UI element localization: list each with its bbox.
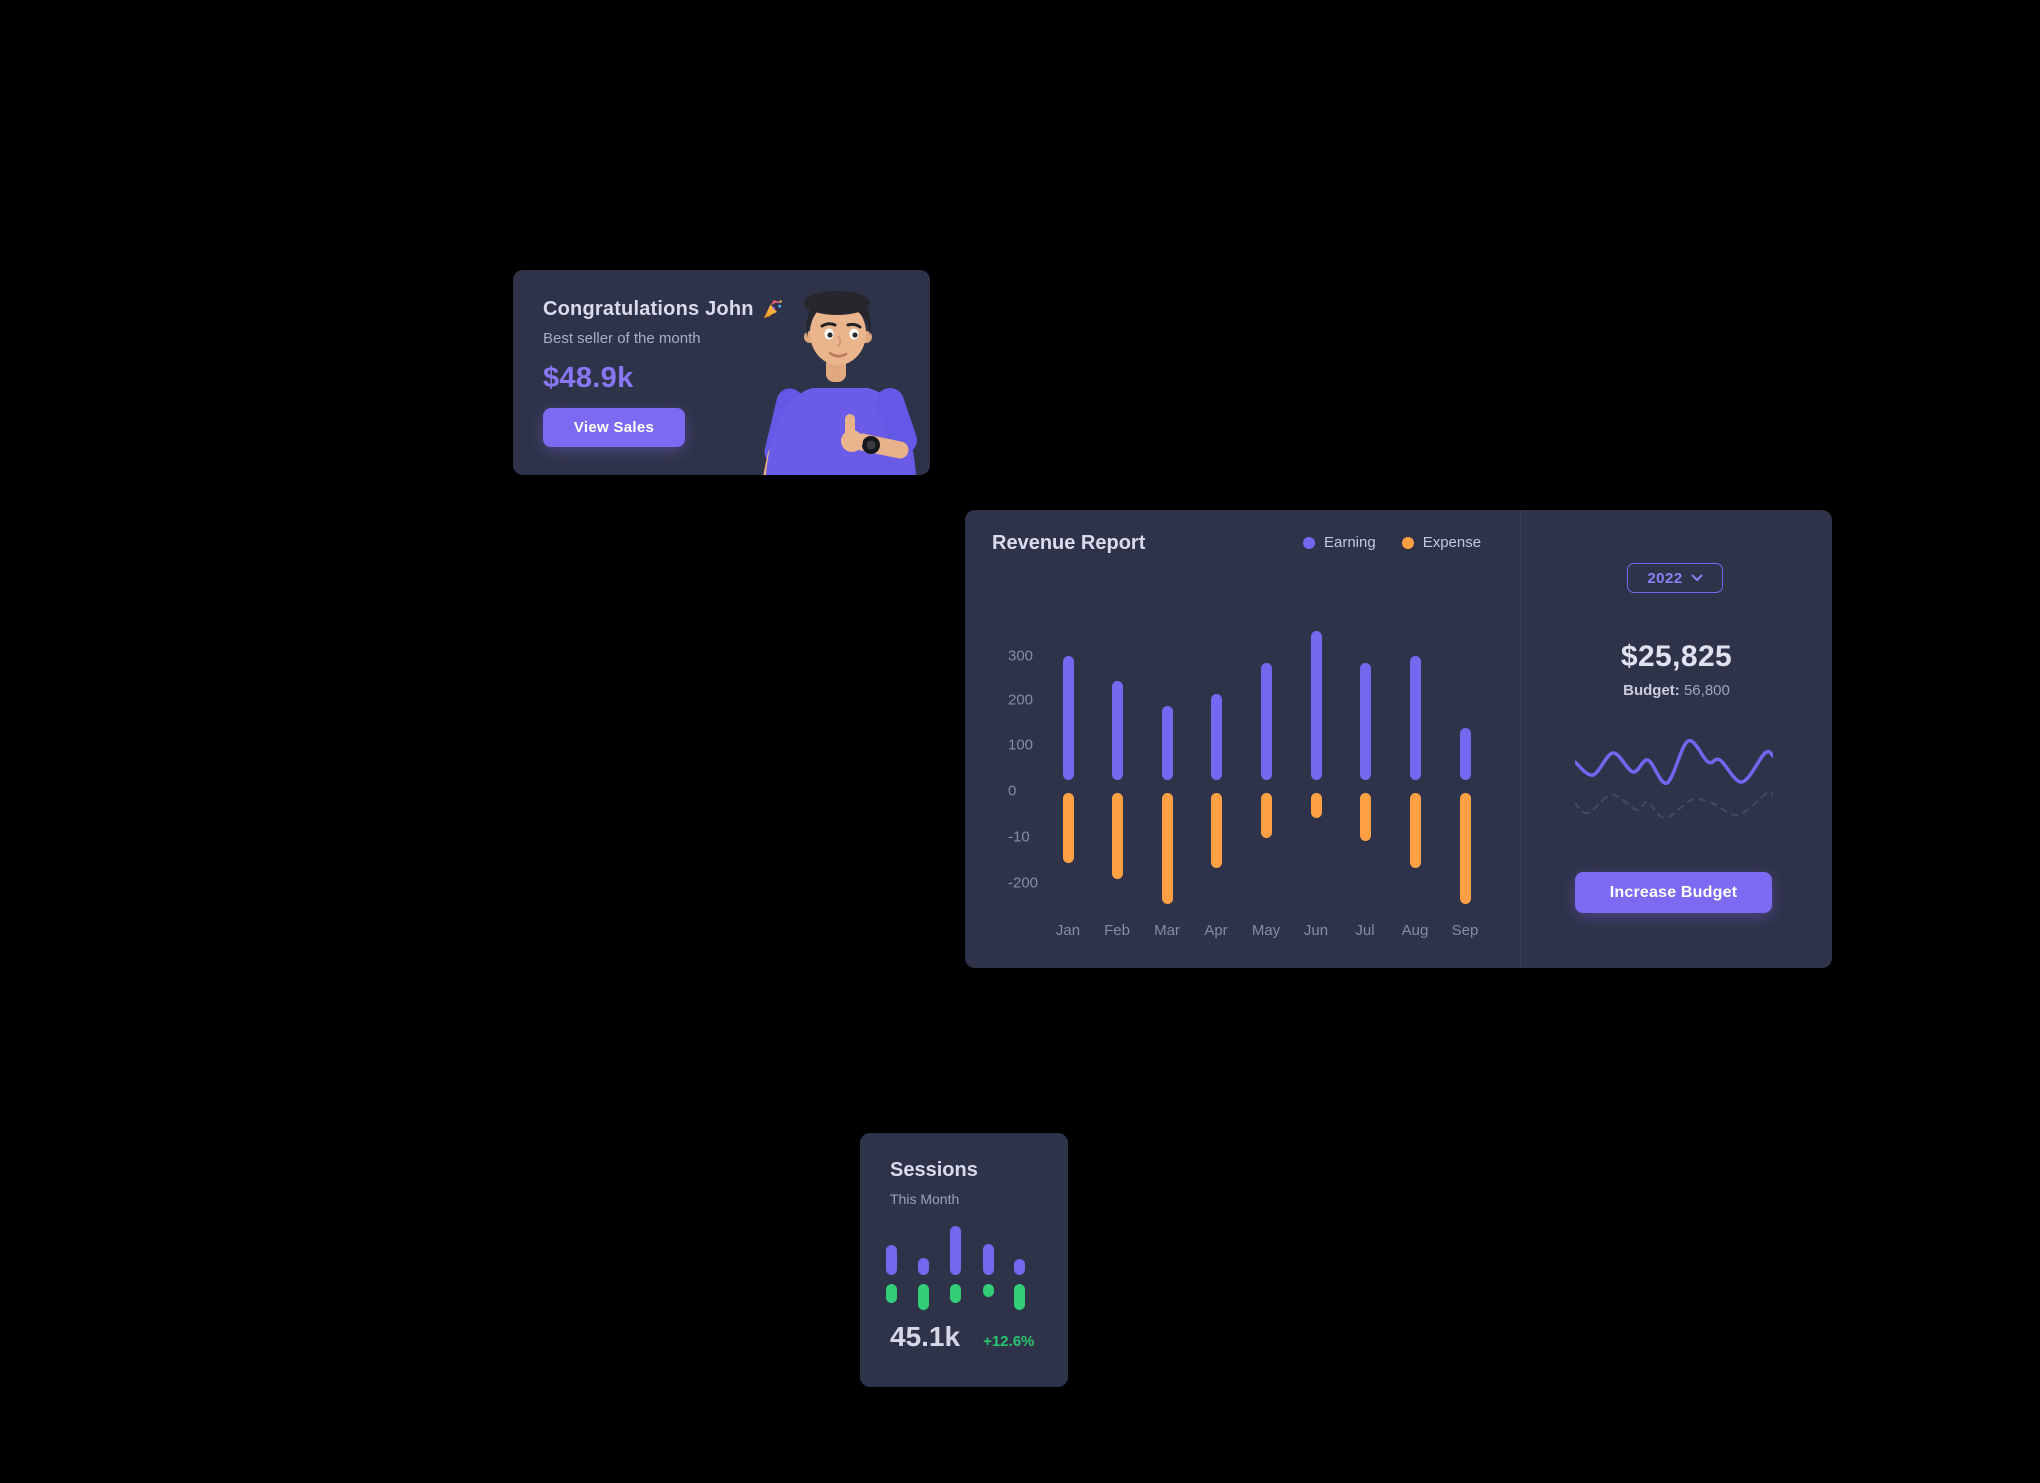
expense-bar: [1409, 793, 1421, 868]
x-axis-label: Jun: [1303, 922, 1329, 939]
avatar-illustration: [763, 291, 917, 475]
sessions-value: 45.1k: [890, 1321, 961, 1352]
y-axis-label: 100: [1008, 736, 1034, 754]
chevron-down-icon: [1691, 574, 1703, 581]
party-popper-icon: [763, 299, 782, 318]
avatar-brow: [820, 322, 837, 328]
budget-sparkline: [1575, 739, 1773, 820]
avatar-mouth: [828, 351, 848, 358]
sessions-green-bar: [885, 1284, 897, 1303]
x-axis-label: Aug: [1401, 922, 1429, 939]
sessions-stats: 45.1k +12.6%: [890, 1321, 1034, 1353]
revenue-title: Revenue Report: [992, 532, 1146, 554]
y-axis-label: 0: [1008, 782, 1017, 800]
avatar-brow: [846, 322, 862, 329]
budget-value: 56,800: [1683, 682, 1730, 699]
expense-bar: [1210, 793, 1222, 868]
sessions-mini-chart: [860, 1133, 1068, 1387]
avatar-nose: [836, 335, 842, 348]
congrats-subtitle: Best seller of the month: [543, 330, 701, 347]
sessions-green-bar: [1013, 1284, 1025, 1310]
expense-bar: [1161, 793, 1173, 904]
sessions-delta: +12.6%: [983, 1333, 1035, 1350]
chart-legend: Earning Expense: [1303, 534, 1489, 551]
sessions-purple-bar: [982, 1244, 994, 1275]
x-axis-label: Feb: [1104, 922, 1130, 939]
revenue-total: $25,825: [1620, 640, 1733, 673]
expense-bar: [1111, 793, 1123, 879]
revenue-chart-section: Revenue Report Earning Expense 300 200 100…: [965, 510, 1520, 968]
x-axis-label: Apr: [1204, 922, 1228, 939]
budget-actual-line: [1575, 739, 1773, 785]
y-axis-label: -10: [1008, 828, 1030, 846]
increase-budget-button[interactable]: Increase Budget: [1575, 872, 1772, 913]
sessions-purple-bar: [949, 1226, 961, 1275]
earning-bar: [1459, 728, 1471, 780]
congrats-text-block: Congratulations John Best seller of the …: [543, 298, 783, 447]
expense-bar: [1459, 793, 1471, 904]
expense-bar: [1062, 793, 1074, 863]
expense-bar: [1310, 793, 1322, 818]
congratulations-card: Congratulations John Best seller of the …: [513, 270, 930, 475]
legend-item-earning[interactable]: Earning: [1303, 534, 1376, 551]
y-axis-label: 200: [1008, 691, 1034, 709]
x-axis-label: Jan: [1055, 922, 1081, 939]
revenue-report-card: Revenue Report Earning Expense 300 200 100…: [965, 510, 1832, 968]
sessions-card: Sessions This Month 45.1k +12.6%: [860, 1133, 1068, 1387]
sessions-purple-bar: [885, 1245, 897, 1275]
expense-bar: [1260, 793, 1272, 839]
sessions-green-bar: [949, 1284, 961, 1303]
sessions-title: Sessions: [890, 1159, 978, 1181]
card-divider: [1520, 510, 1521, 968]
sessions-green-bar: [917, 1284, 929, 1310]
legend-item-expense[interactable]: Expense: [1401, 534, 1481, 551]
sessions-purple-bar: [1013, 1259, 1025, 1275]
earning-bar: [1210, 694, 1222, 780]
budget-line: Budget: 56,800: [1521, 682, 1832, 699]
sessions-subtitle: This Month: [890, 1191, 960, 1207]
avatar-face: [810, 301, 866, 365]
budget-section: 2022 $25,825 Budget: 56,800 Increase Bud…: [1521, 510, 1832, 968]
y-axis-label: -200: [1008, 874, 1039, 892]
view-sales-button[interactable]: View Sales: [543, 408, 685, 447]
x-axis-label: May: [1251, 922, 1281, 939]
x-axis-label: Mar: [1154, 922, 1180, 939]
expense-bar: [1359, 793, 1371, 841]
earning-bar: [1409, 656, 1421, 780]
x-axis-label: Sep: [1451, 922, 1479, 939]
y-axis-label: 300: [1008, 647, 1034, 665]
year-selector[interactable]: 2022: [1627, 563, 1723, 593]
avatar-right-sleeve: [876, 388, 917, 454]
congrats-title-text: Congratulations John: [543, 298, 754, 320]
budget-dashed-line: [1575, 790, 1773, 820]
earning-bar: [1359, 662, 1371, 780]
expense-legend-dot: [1401, 536, 1414, 549]
congrats-title: Congratulations John: [543, 298, 783, 321]
year-selector-value: 2022: [1647, 569, 1683, 587]
budget-label: Budget:: [1623, 682, 1680, 699]
sessions-purple-bar: [917, 1258, 929, 1275]
earning-bar: [1062, 656, 1074, 780]
avatar-fist: [841, 430, 863, 452]
earning-legend-dot: [1303, 536, 1315, 549]
x-axis-label: Jul: [1355, 922, 1375, 939]
congrats-amount: $48.9k: [543, 362, 634, 394]
revenue-bar-chart: 300 200 100 0 -10 -200 Jan Feb Mar Apr May Jun Jul Au…: [965, 510, 1520, 968]
earning-bar: [1161, 705, 1173, 780]
earning-bar: [1260, 662, 1272, 780]
earning-bar: [1310, 631, 1322, 780]
earning-bar: [1111, 680, 1123, 780]
sessions-green-bar: [982, 1284, 994, 1297]
